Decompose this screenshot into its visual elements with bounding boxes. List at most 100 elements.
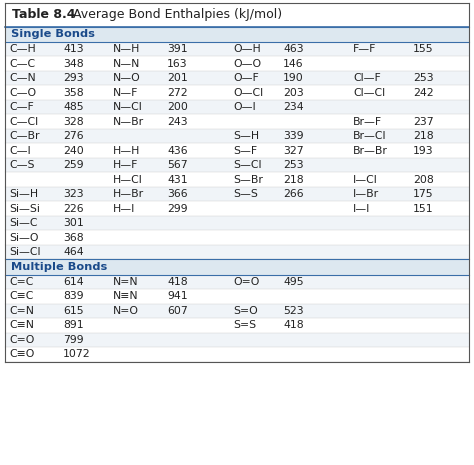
Text: 418: 418 — [167, 277, 188, 287]
Text: Si—H: Si—H — [9, 189, 38, 199]
Text: N=O: N=O — [113, 306, 139, 316]
Text: O—F: O—F — [233, 73, 259, 83]
Text: N—Cl: N—Cl — [113, 102, 143, 112]
Text: N≡N: N≡N — [113, 291, 138, 301]
Text: N—O: N—O — [113, 73, 141, 83]
Text: H—H: H—H — [113, 146, 140, 156]
Text: 218: 218 — [283, 175, 304, 185]
Text: Br—Br: Br—Br — [353, 146, 388, 156]
Text: 203: 203 — [283, 88, 304, 98]
Text: Br—Cl: Br—Cl — [353, 131, 386, 141]
Text: 523: 523 — [283, 306, 304, 316]
Text: C—Cl: C—Cl — [9, 117, 38, 127]
Bar — [5, 173, 469, 187]
Text: 193: 193 — [413, 146, 434, 156]
Text: 151: 151 — [413, 204, 434, 214]
Text: 436: 436 — [167, 146, 188, 156]
Bar — [5, 27, 469, 42]
Text: 358: 358 — [63, 88, 83, 98]
Bar — [5, 144, 469, 158]
Bar — [5, 86, 469, 100]
Text: S=O: S=O — [233, 306, 258, 316]
Text: 485: 485 — [63, 102, 83, 112]
Bar — [5, 318, 469, 332]
Bar — [5, 57, 469, 71]
Text: 175: 175 — [413, 189, 434, 199]
Text: S—Br: S—Br — [233, 175, 263, 185]
Text: 226: 226 — [63, 204, 83, 214]
Text: Cl—F: Cl—F — [353, 73, 381, 83]
Text: 218: 218 — [413, 131, 434, 141]
Text: 266: 266 — [283, 189, 304, 199]
Text: Si—Cl: Si—Cl — [9, 247, 40, 257]
Text: 163: 163 — [167, 59, 188, 69]
Text: C—I: C—I — [9, 146, 31, 156]
Text: 243: 243 — [167, 117, 188, 127]
Text: C—S: C—S — [9, 160, 35, 170]
Bar — [5, 332, 469, 347]
Text: Average Bond Enthalpies (kJ/mol): Average Bond Enthalpies (kJ/mol) — [61, 8, 282, 21]
Text: 240: 240 — [63, 146, 84, 156]
Text: C≡N: C≡N — [9, 320, 34, 330]
Text: N—Br: N—Br — [113, 117, 144, 127]
Bar — [5, 216, 469, 231]
Text: I—Cl: I—Cl — [353, 175, 378, 185]
Bar — [5, 114, 469, 129]
Text: Cl—Cl: Cl—Cl — [353, 88, 385, 98]
Text: 237: 237 — [413, 117, 434, 127]
Bar — [5, 259, 469, 274]
Text: 242: 242 — [413, 88, 434, 98]
Text: 418: 418 — [283, 320, 304, 330]
Text: 234: 234 — [283, 102, 304, 112]
Text: H—Br: H—Br — [113, 189, 144, 199]
Text: S—Cl: S—Cl — [233, 160, 262, 170]
Text: C=C: C=C — [9, 277, 33, 287]
Text: S—H: S—H — [233, 131, 259, 141]
Text: 327: 327 — [283, 146, 304, 156]
Text: 201: 201 — [167, 73, 188, 83]
Text: 253: 253 — [413, 73, 434, 83]
Text: 463: 463 — [283, 44, 304, 54]
Text: 208: 208 — [413, 175, 434, 185]
Bar — [5, 42, 469, 57]
Text: 259: 259 — [63, 160, 83, 170]
Text: O—Cl: O—Cl — [233, 88, 263, 98]
Text: 276: 276 — [63, 131, 83, 141]
Text: I—Br: I—Br — [353, 189, 379, 199]
Text: 323: 323 — [63, 189, 83, 199]
Text: 495: 495 — [283, 277, 304, 287]
Text: 339: 339 — [283, 131, 304, 141]
Text: 299: 299 — [167, 204, 188, 214]
Text: C≡C: C≡C — [9, 291, 33, 301]
Text: O—H: O—H — [233, 44, 261, 54]
Text: 464: 464 — [63, 247, 83, 257]
Bar — [5, 201, 469, 216]
Text: 253: 253 — [283, 160, 304, 170]
Text: C—N: C—N — [9, 73, 36, 83]
Bar — [5, 347, 469, 361]
Text: 200: 200 — [167, 102, 188, 112]
Bar — [5, 3, 469, 27]
Text: 272: 272 — [167, 88, 188, 98]
Text: 615: 615 — [63, 306, 83, 316]
Text: 190: 190 — [283, 73, 304, 83]
Bar — [5, 231, 469, 245]
Bar — [5, 129, 469, 144]
Text: 891: 891 — [63, 320, 83, 330]
Text: 413: 413 — [63, 44, 83, 54]
Text: 614: 614 — [63, 277, 83, 287]
Text: H—Cl: H—Cl — [113, 175, 143, 185]
Bar — [5, 100, 469, 114]
Text: S=S: S=S — [233, 320, 256, 330]
Text: C=N: C=N — [9, 306, 34, 316]
Text: S—S: S—S — [233, 189, 258, 199]
Text: N—H: N—H — [113, 44, 140, 54]
Text: 293: 293 — [63, 73, 83, 83]
Text: Br—F: Br—F — [353, 117, 382, 127]
Text: Si—Si: Si—Si — [9, 204, 40, 214]
Text: 328: 328 — [63, 117, 83, 127]
Text: 368: 368 — [63, 233, 83, 243]
Text: C—O: C—O — [9, 88, 36, 98]
Text: C—Br: C—Br — [9, 131, 39, 141]
Text: 155: 155 — [413, 44, 434, 54]
